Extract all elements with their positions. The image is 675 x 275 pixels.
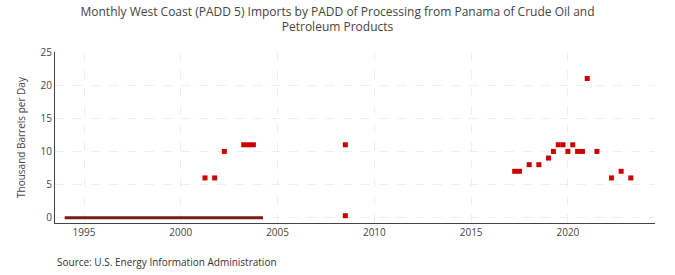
svg-text:25: 25 — [41, 45, 53, 59]
svg-text:10: 10 — [41, 144, 53, 158]
svg-text:Monthly West Coast (PADD 5) Im: Monthly West Coast (PADD 5) Imports by P… — [80, 3, 594, 36]
svg-text:5: 5 — [46, 177, 52, 191]
svg-text:2020: 2020 — [556, 225, 579, 239]
svg-text:15: 15 — [41, 111, 53, 125]
svg-text:0: 0 — [46, 210, 52, 224]
svg-text:2005: 2005 — [266, 225, 289, 239]
svg-text:20: 20 — [41, 78, 53, 92]
svg-text:2015: 2015 — [460, 225, 483, 239]
svg-text:2010: 2010 — [363, 225, 386, 239]
svg-text:Source: U.S. Energy Informatio: Source: U.S. Energy Information Administ… — [57, 255, 277, 269]
svg-text:1995: 1995 — [73, 225, 96, 239]
svg-text:Thousand Barrels per Day: Thousand Barrels per Day — [14, 76, 28, 198]
svg-text:2000: 2000 — [169, 225, 192, 239]
